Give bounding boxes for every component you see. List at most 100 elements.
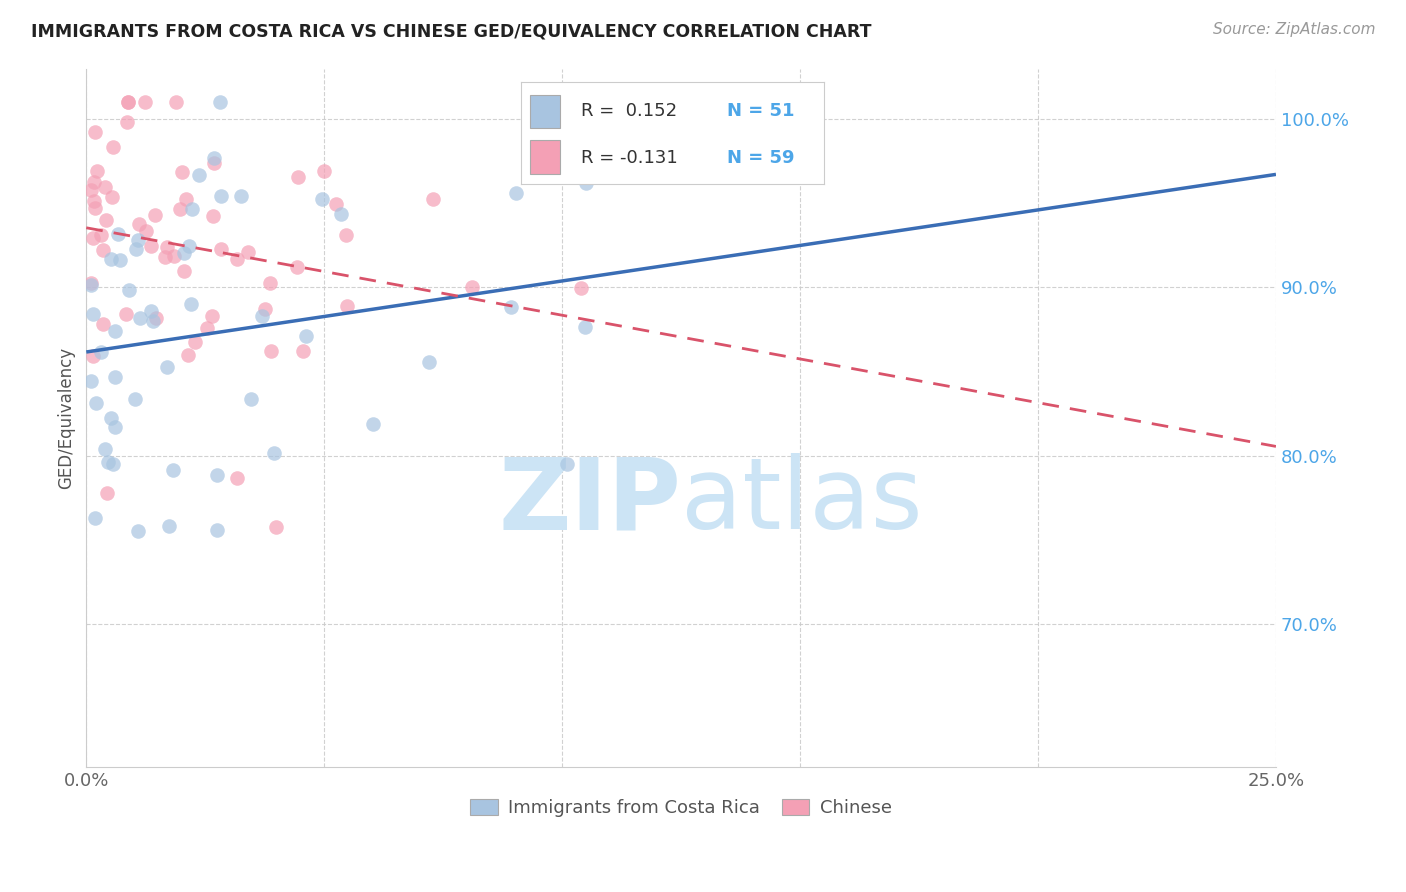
Point	[104, 370, 127, 384]
Point	[127, 233, 149, 247]
Point	[208, 95, 231, 110]
Point	[142, 313, 165, 327]
Point	[110, 253, 132, 268]
Point	[82, 350, 104, 364]
Point	[174, 192, 197, 206]
Point	[104, 324, 127, 338]
Point	[569, 281, 592, 295]
Point	[295, 329, 318, 343]
Point	[97, 455, 120, 469]
Point	[226, 471, 249, 485]
Point	[86, 164, 108, 178]
Point	[100, 410, 122, 425]
Point	[80, 374, 103, 388]
Point	[83, 194, 105, 208]
Y-axis label: GED/Equivalency: GED/Equivalency	[58, 347, 75, 489]
Point	[179, 239, 201, 253]
Point	[505, 186, 527, 200]
Point	[100, 190, 122, 204]
Point	[204, 151, 226, 165]
Point	[202, 209, 225, 223]
Point	[574, 320, 596, 334]
Point	[201, 309, 224, 323]
Point	[207, 468, 229, 483]
Point	[117, 115, 139, 129]
Point	[169, 202, 191, 216]
Text: ZIP: ZIP	[498, 453, 681, 550]
Point	[80, 277, 103, 291]
Point	[173, 263, 195, 277]
Point	[291, 343, 314, 358]
Point	[180, 297, 202, 311]
Point	[170, 165, 193, 179]
Point	[183, 334, 205, 349]
Point	[83, 125, 105, 139]
Point	[231, 188, 253, 202]
Point	[263, 446, 285, 460]
Point	[128, 310, 150, 325]
Point	[141, 304, 163, 318]
Point	[101, 457, 124, 471]
Point	[117, 95, 139, 110]
Point	[163, 249, 186, 263]
Point	[82, 307, 104, 321]
Point	[239, 392, 262, 406]
Point	[91, 244, 114, 258]
Point	[118, 283, 141, 297]
Point	[264, 520, 287, 534]
Point	[94, 442, 117, 456]
Point	[84, 396, 107, 410]
Point	[195, 321, 218, 335]
Point	[124, 392, 146, 406]
Point	[153, 250, 176, 264]
Point	[83, 201, 105, 215]
Point	[162, 463, 184, 477]
Point	[250, 310, 273, 324]
Point	[325, 196, 347, 211]
Point	[312, 163, 335, 178]
Point	[575, 176, 598, 190]
Point	[225, 252, 247, 266]
Point	[188, 168, 211, 182]
Point	[127, 524, 149, 539]
Point	[173, 246, 195, 260]
Point	[135, 223, 157, 237]
Point	[209, 188, 232, 202]
Point	[238, 244, 260, 259]
Point	[124, 242, 146, 256]
Point	[100, 252, 122, 267]
Point	[311, 192, 333, 206]
Point	[181, 202, 204, 216]
Point	[177, 348, 200, 362]
Text: atlas: atlas	[681, 453, 922, 550]
Point	[128, 217, 150, 231]
Point	[134, 95, 156, 110]
Point	[83, 175, 105, 189]
Point	[139, 239, 162, 253]
Point	[209, 243, 232, 257]
Point	[104, 420, 127, 434]
Point	[202, 156, 225, 170]
Point	[157, 518, 180, 533]
Point	[336, 299, 359, 313]
Point	[165, 95, 187, 110]
Point	[107, 227, 129, 242]
Point	[253, 302, 276, 317]
Point	[363, 417, 385, 432]
Point	[260, 344, 283, 359]
Point	[80, 277, 103, 292]
Point	[422, 192, 444, 206]
Text: Source: ZipAtlas.com: Source: ZipAtlas.com	[1212, 22, 1375, 37]
Point	[90, 228, 112, 243]
Point	[557, 457, 579, 471]
Point	[96, 486, 118, 500]
Point	[145, 310, 167, 325]
Legend: Immigrants from Costa Rica, Chinese: Immigrants from Costa Rica, Chinese	[463, 792, 898, 824]
Point	[330, 207, 353, 221]
Point	[287, 169, 309, 184]
Point	[418, 355, 440, 369]
Point	[101, 139, 124, 153]
Point	[335, 228, 357, 243]
Point	[115, 307, 138, 321]
Point	[499, 300, 522, 314]
